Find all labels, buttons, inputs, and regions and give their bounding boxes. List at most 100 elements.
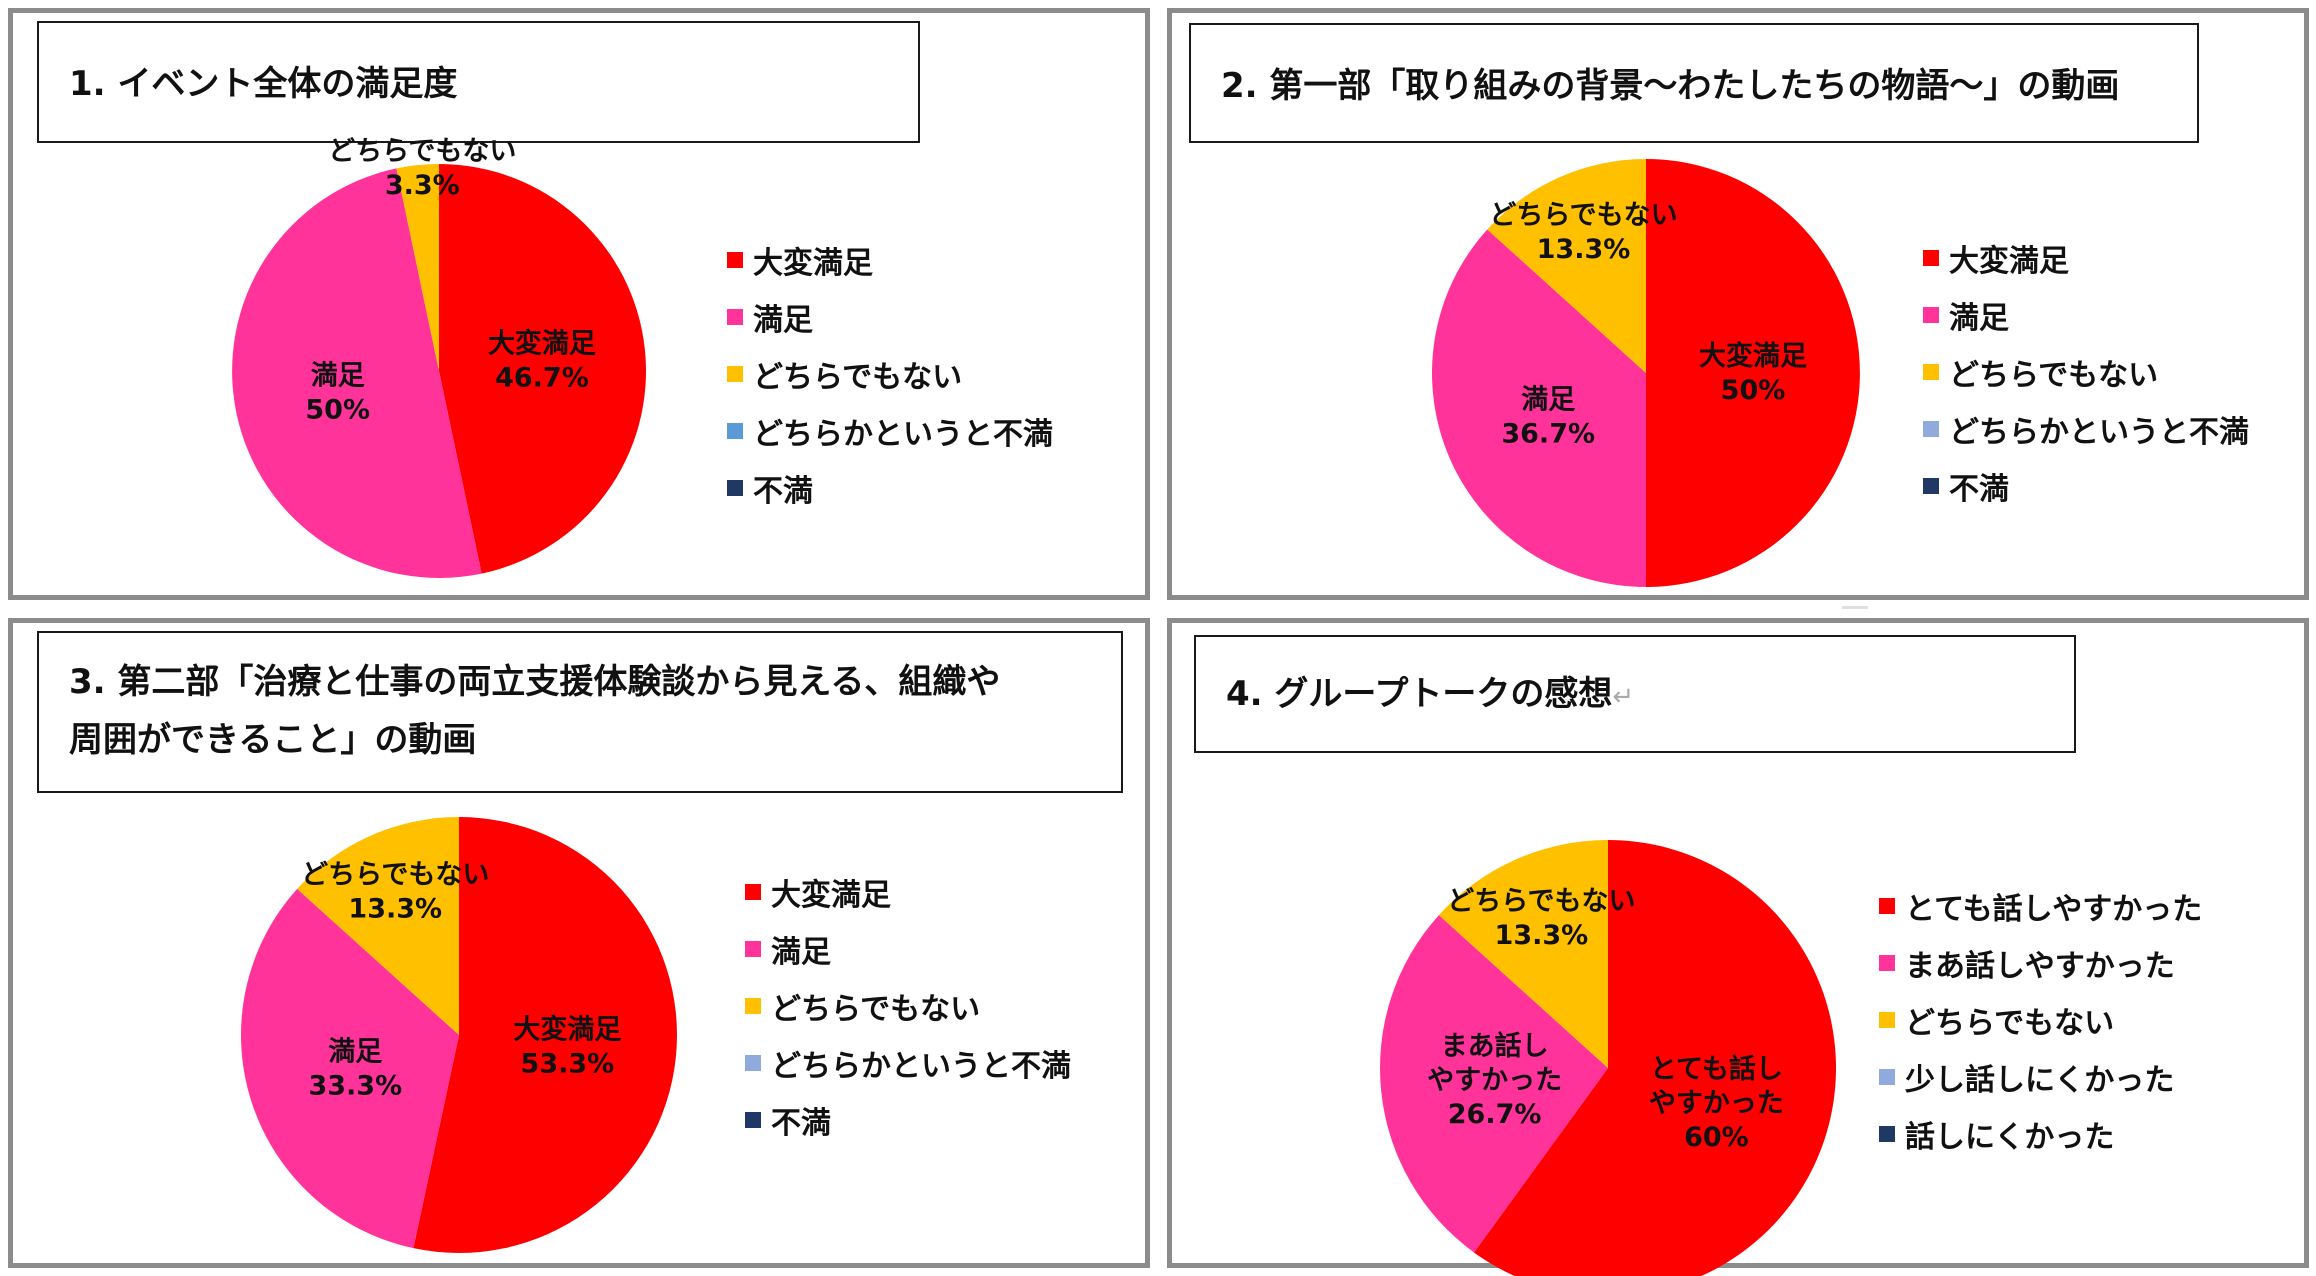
data-label-category: 大変満足: [1699, 340, 1807, 372]
legend-label: どちらでもない: [753, 359, 963, 395]
legend-item: 不満: [727, 459, 1053, 516]
chart-title-line: 4. グループトークの感想↵: [1226, 674, 1635, 714]
divider-mark: [1842, 606, 1868, 609]
legend-item: どちらかというと不満: [745, 1034, 1071, 1091]
legend-swatch: [1923, 306, 1939, 323]
data-label-category: どちらでもない: [1489, 200, 1677, 231]
data-label-category: とても話し: [1650, 1053, 1783, 1085]
chart-title-2: 2. 第一部「取り組みの背景～わたしたちの物語～」の動画: [1189, 23, 2199, 143]
data-label-category: まあ話し: [1441, 1030, 1549, 1062]
chart-panel-3: 3. 第二部「治療と仕事の両立支援体験談から見える、組織や 周囲ができること」の…: [8, 618, 1150, 1268]
legend-item: 話しにくかった: [1879, 1105, 2202, 1162]
pie-slice: [1380, 915, 1608, 1253]
legend-item: 大変満足: [1923, 229, 2249, 286]
chart-title-line: 1. イベント全体の満足度: [69, 64, 458, 104]
legend-swatch: [1879, 897, 1895, 914]
legend-item: まあ話しやすかった: [1879, 934, 2202, 991]
legend-item: どちらかというと不満: [1923, 400, 2249, 457]
legend-label: 大変満足: [1949, 243, 2069, 279]
legend-swatch: [1879, 954, 1895, 971]
legend-label: どちらでもない: [1949, 357, 2159, 393]
legend-label: 満足: [771, 934, 831, 970]
legend-swatch: [745, 1054, 761, 1071]
legend-swatch: [727, 308, 743, 325]
legend-label: どちらでもない: [1905, 1005, 2115, 1041]
data-label-category: 大変満足: [488, 327, 596, 359]
legend-label: 大変満足: [753, 245, 873, 281]
data-label-value: 36.7%: [1501, 418, 1595, 449]
pie-slice: [1432, 229, 1646, 588]
pie-slice: [396, 164, 439, 371]
legend-1: 大変満足満足どちらでもないどちらかというと不満不満: [727, 231, 1053, 516]
legend-2: 大変満足満足どちらでもないどちらかというと不満 不満: [1923, 229, 2249, 514]
data-label-value: 50%: [305, 394, 370, 425]
data-label-category: 満足: [328, 1037, 382, 1068]
legend-swatch: [745, 883, 761, 900]
legend-label: 少し話しにくかった: [1905, 1062, 2175, 1098]
legend-label: 満足: [753, 302, 813, 338]
data-label-category: どちらでもない: [1447, 886, 1635, 917]
data-label-category: どちらでもない: [301, 860, 489, 891]
legend-swatch: [745, 1111, 761, 1128]
data-label-value: 13.3%: [1495, 920, 1589, 951]
chart-title-line: 2. 第一部「取り組みの背景～わたしたちの物語～」の動画: [1221, 66, 2120, 106]
legend-swatch: [727, 365, 743, 382]
data-label-value: 60%: [1684, 1122, 1749, 1153]
chart-title-4: 4. グループトークの感想↵: [1194, 635, 2076, 753]
data-label-category: やすかった: [1427, 1065, 1562, 1096]
chart-title-1: 1. イベント全体の満足度: [37, 21, 920, 143]
legend-swatch: [1879, 1125, 1895, 1142]
data-label-value: 13.3%: [1537, 234, 1631, 265]
chart-title-line-2: 周囲ができること」の動画: [69, 720, 477, 760]
legend-swatch: [745, 940, 761, 957]
legend-swatch: [745, 997, 761, 1014]
pie-slice: [413, 817, 677, 1253]
legend-swatch: [1923, 420, 1939, 437]
legend-swatch: [1923, 363, 1939, 380]
legend-item: どちらかというと不満: [727, 402, 1053, 459]
data-label-category: 満足: [1521, 384, 1575, 415]
legend-4: とても話しやすかった まあ話しやすかった どちらでもない少し話しにくかった話しにくか…: [1879, 877, 2202, 1162]
legend-item: 不満: [1923, 457, 2249, 514]
data-label-value: 50%: [1721, 375, 1786, 406]
data-label-value: 13.3%: [348, 894, 442, 925]
pie-slice: [297, 817, 459, 1035]
legend-label: 不満: [771, 1105, 831, 1141]
pie-slice: [1438, 840, 1608, 1068]
legend-item: どちらでもない: [727, 345, 1053, 402]
legend-swatch: [1923, 249, 1939, 266]
legend-swatch: [1879, 1068, 1895, 1085]
legend-label: とても話しやすかった: [1905, 891, 2203, 927]
legend-swatch: [727, 251, 743, 268]
legend-label: 大変満足: [771, 877, 891, 913]
legend-label: どちらでもない: [771, 991, 981, 1027]
return-mark-icon: ↵: [1612, 682, 1635, 712]
legend-swatch: [1923, 477, 1939, 494]
data-label-category: やすかった: [1649, 1088, 1784, 1119]
legend-item: 少し話しにくかった: [1879, 1048, 2202, 1105]
legend-label: 不満: [1949, 471, 2009, 507]
pie-slice: [1646, 159, 1860, 587]
legend-item: 大変満足: [745, 863, 1071, 920]
data-label-category: どちらでもない: [328, 136, 516, 167]
legend-label: 不満: [753, 473, 813, 509]
legend-label: どちらかというと不満: [771, 1048, 1071, 1084]
pie-slice: [1487, 159, 1646, 373]
data-label-category: 大変満足: [513, 1013, 621, 1045]
pie-slice: [439, 164, 646, 574]
legend-3: 大変満足満足どちらでもないどちらかというと不満 不満: [745, 863, 1071, 1148]
chart-title-line-1: 3. 第二部「治療と仕事の両立支援体験談から見える、組織や: [69, 662, 1001, 702]
legend-label: まあ話しやすかった: [1905, 948, 2175, 984]
legend-swatch: [727, 422, 743, 439]
legend-item: どちらでもない: [1879, 991, 2202, 1048]
legend-item: 満足: [727, 288, 1053, 345]
legend-item: とても話しやすかった: [1879, 877, 2202, 934]
legend-item: 満足: [1923, 286, 2249, 343]
pie-slice: [240, 888, 459, 1249]
legend-label: どちらかというと不満: [1949, 414, 2249, 450]
legend-swatch: [1879, 1011, 1895, 1028]
chart-panel-4: 4. グループトークの感想↵ とても話し やすかった 60% まあ話し やすかった 26.…: [1167, 618, 2309, 1276]
